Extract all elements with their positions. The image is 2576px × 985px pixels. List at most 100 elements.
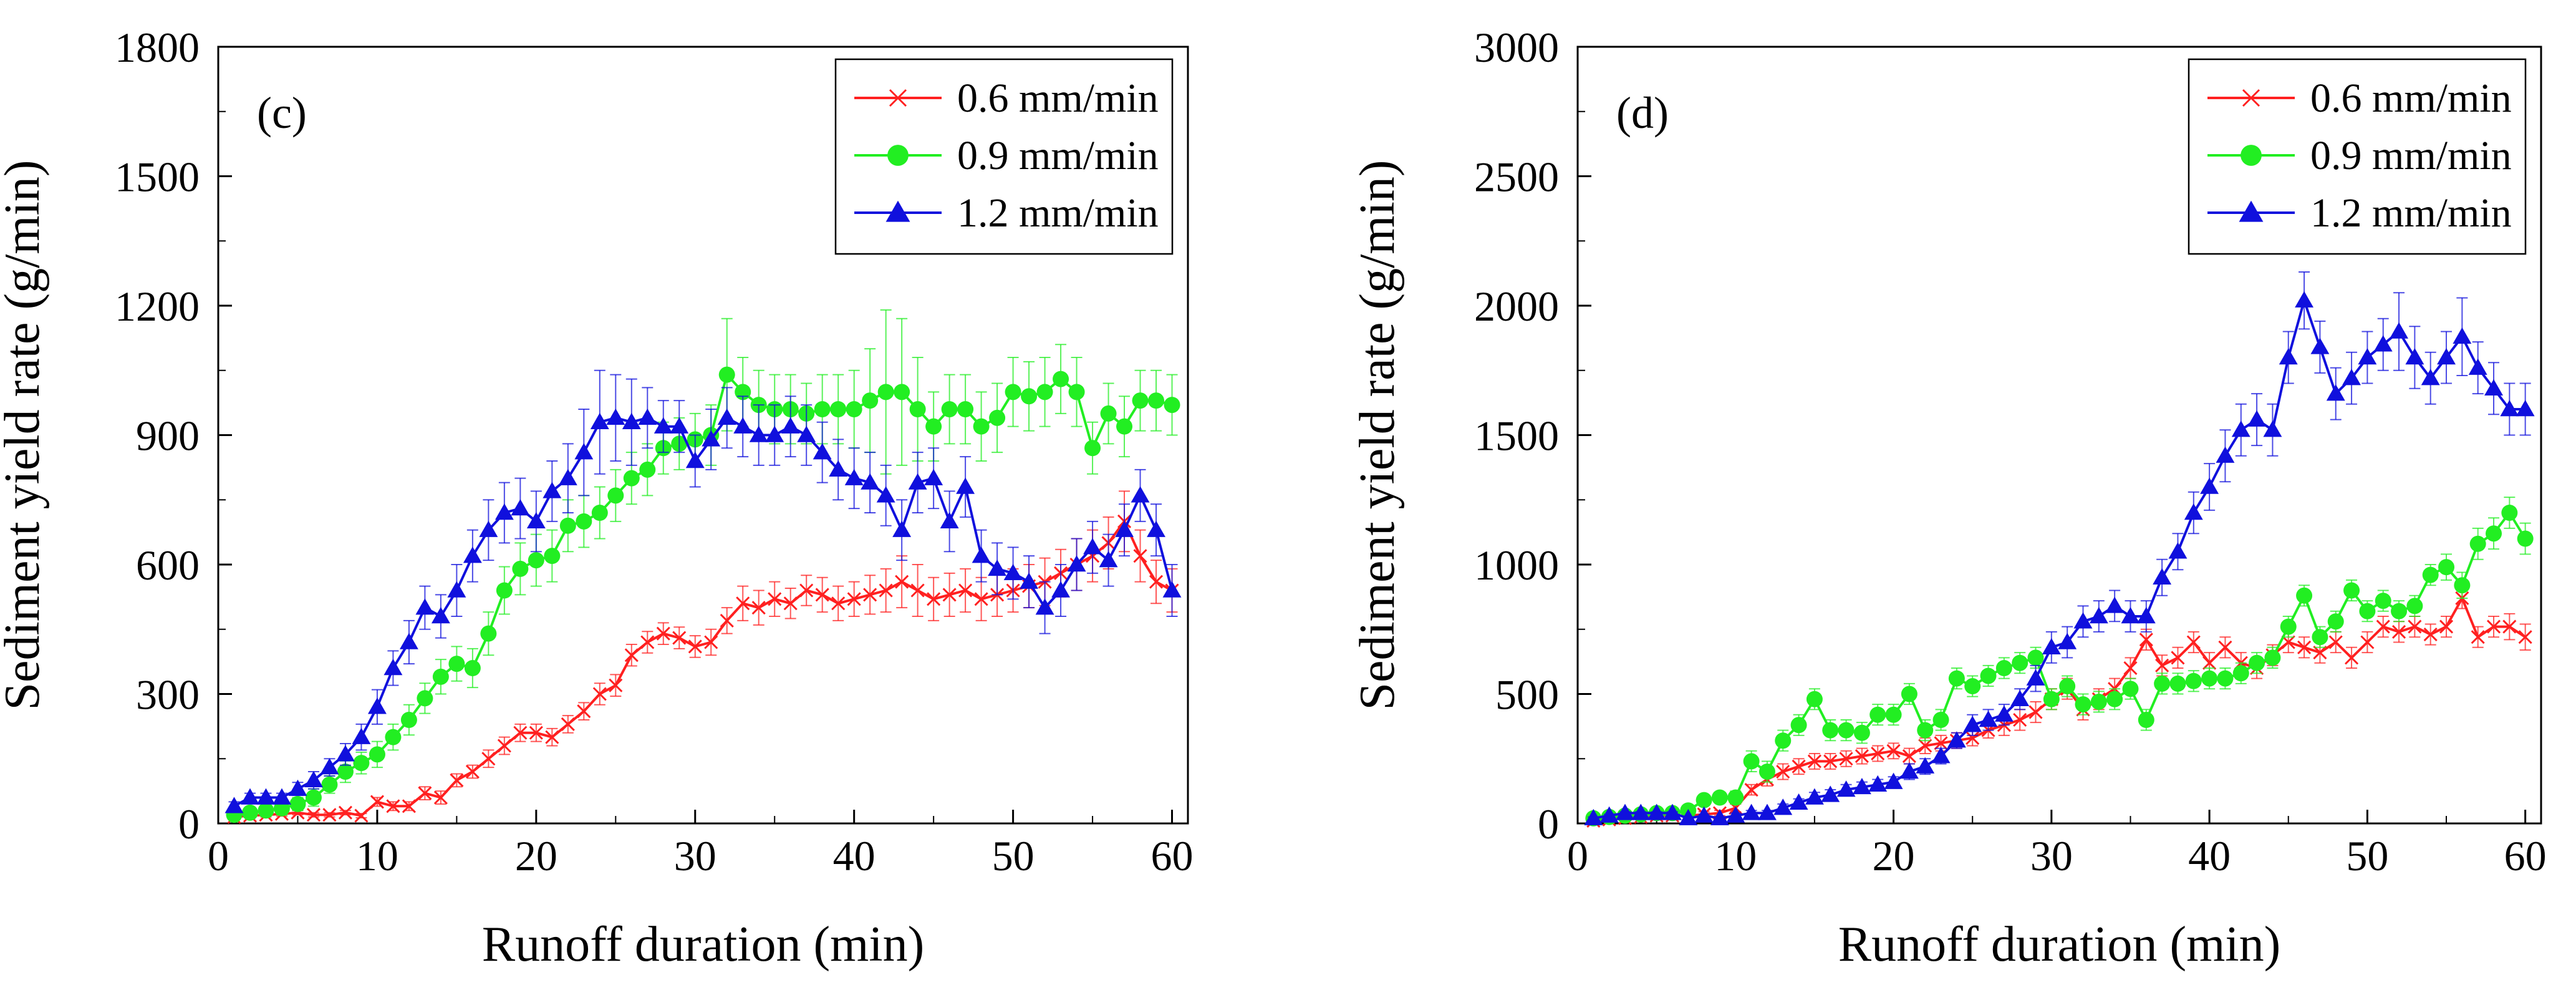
- data-point: [2013, 712, 2027, 727]
- data-point: [2027, 649, 2044, 666]
- data-point: [415, 598, 435, 615]
- y-tick-label: 1500: [115, 153, 200, 201]
- data-point: [2471, 630, 2485, 644]
- data-point: [2121, 607, 2140, 624]
- data-point: [529, 725, 543, 740]
- data-point: [2089, 607, 2108, 624]
- data-point: [622, 412, 641, 429]
- data-point: [433, 790, 448, 805]
- data-point: [736, 596, 750, 611]
- data-point: [1899, 762, 1919, 779]
- legend-marker: [2239, 200, 2264, 222]
- data-point: [1647, 803, 1666, 820]
- data-point: [2186, 635, 2201, 649]
- data-point: [908, 473, 927, 490]
- data-point: [273, 788, 291, 805]
- data-point: [1727, 789, 1744, 806]
- panel-d: 0 10 20 30 40 50 60 0 500 1000 1500 2000 2500 3000 Run…: [1350, 24, 2547, 972]
- data-point: [1679, 808, 1698, 825]
- data-point: [751, 601, 766, 615]
- x-axis-label: Runoff duration (min): [482, 917, 925, 972]
- data-point: [497, 739, 511, 753]
- data-point: [577, 704, 591, 719]
- data-point: [1775, 732, 1792, 749]
- data-point: [2468, 358, 2487, 375]
- y-tick-label: 1500: [1474, 412, 1559, 460]
- data-point: [688, 639, 702, 654]
- data-point: [925, 418, 942, 435]
- series-line: [1593, 296, 2525, 820]
- legend-label: 0.9 mm/min: [957, 133, 1159, 178]
- data-point: [2232, 665, 2249, 682]
- data-point: [448, 656, 465, 672]
- data-point: [305, 789, 322, 806]
- data-point: [1966, 730, 1980, 745]
- data-point: [528, 552, 544, 569]
- data-point: [2297, 640, 2312, 654]
- data-point: [2439, 619, 2454, 634]
- panel-c: 0 10 20 30 40 50 600300600900120015001800Runof…: [0, 24, 1194, 972]
- data-point: [1792, 759, 1806, 774]
- data-point: [1885, 706, 1902, 723]
- data-point: [702, 430, 721, 447]
- data-point: [909, 401, 926, 417]
- data-point: [591, 505, 608, 521]
- panel-label: (c): [257, 88, 307, 138]
- y-tick-label: 900: [136, 412, 200, 460]
- data-point: [2042, 638, 2061, 655]
- data-point: [1902, 749, 1916, 764]
- data-point: [338, 805, 352, 820]
- data-point: [877, 384, 894, 400]
- data-point: [927, 592, 941, 606]
- data-point: [861, 473, 880, 490]
- data-point: [320, 758, 339, 775]
- data-point: [1084, 440, 1101, 457]
- data-point: [844, 468, 864, 485]
- data-point: [607, 487, 624, 504]
- data-point: [543, 482, 562, 498]
- data-point: [1886, 744, 1901, 758]
- x-tick-label: 0: [208, 832, 229, 880]
- data-point: [335, 745, 355, 762]
- data-point: [1901, 686, 1918, 702]
- series-2: [226, 309, 1180, 823]
- legend: 0.6 mm/min 0.9 mm/min 1.2 mm/min: [2188, 58, 2527, 255]
- data-point: [2437, 348, 2456, 365]
- data-point: [2247, 410, 2267, 427]
- data-point: [1916, 757, 1935, 774]
- data-point: [2201, 670, 2218, 687]
- data-point: [2313, 646, 2327, 660]
- data-point: [224, 797, 244, 813]
- y-tick-label: 0: [1538, 800, 1559, 848]
- data-point: [1853, 724, 1870, 741]
- data-point: [656, 626, 670, 641]
- data-point: [1599, 806, 1619, 823]
- data-point: [847, 592, 861, 606]
- data-point: [2423, 627, 2438, 642]
- data-point: [2422, 566, 2439, 583]
- y-tick-label: 1000: [1474, 541, 1559, 589]
- data-point: [1131, 486, 1150, 503]
- data-point: [2391, 603, 2408, 619]
- data-point: [450, 773, 464, 787]
- data-point: [526, 512, 546, 529]
- data-point: [942, 588, 957, 602]
- data-point: [910, 583, 925, 598]
- data-point: [2136, 607, 2156, 624]
- data-point: [720, 613, 734, 628]
- data-point: [1083, 538, 1102, 555]
- data-point: [1148, 392, 1165, 409]
- data-point: [1005, 384, 1021, 400]
- data-point: [1964, 678, 1981, 695]
- data-point: [2453, 327, 2472, 344]
- data-point: [511, 499, 530, 516]
- data-point: [624, 648, 639, 662]
- data-point: [989, 409, 1006, 426]
- data-point: [718, 366, 735, 383]
- data-point: [879, 583, 893, 598]
- data-point: [1584, 808, 1603, 825]
- y-tick-label: 3000: [1474, 24, 1559, 71]
- y-tick-label: 2500: [1474, 153, 1559, 201]
- series-line: [234, 518, 1173, 818]
- data-point: [862, 392, 879, 409]
